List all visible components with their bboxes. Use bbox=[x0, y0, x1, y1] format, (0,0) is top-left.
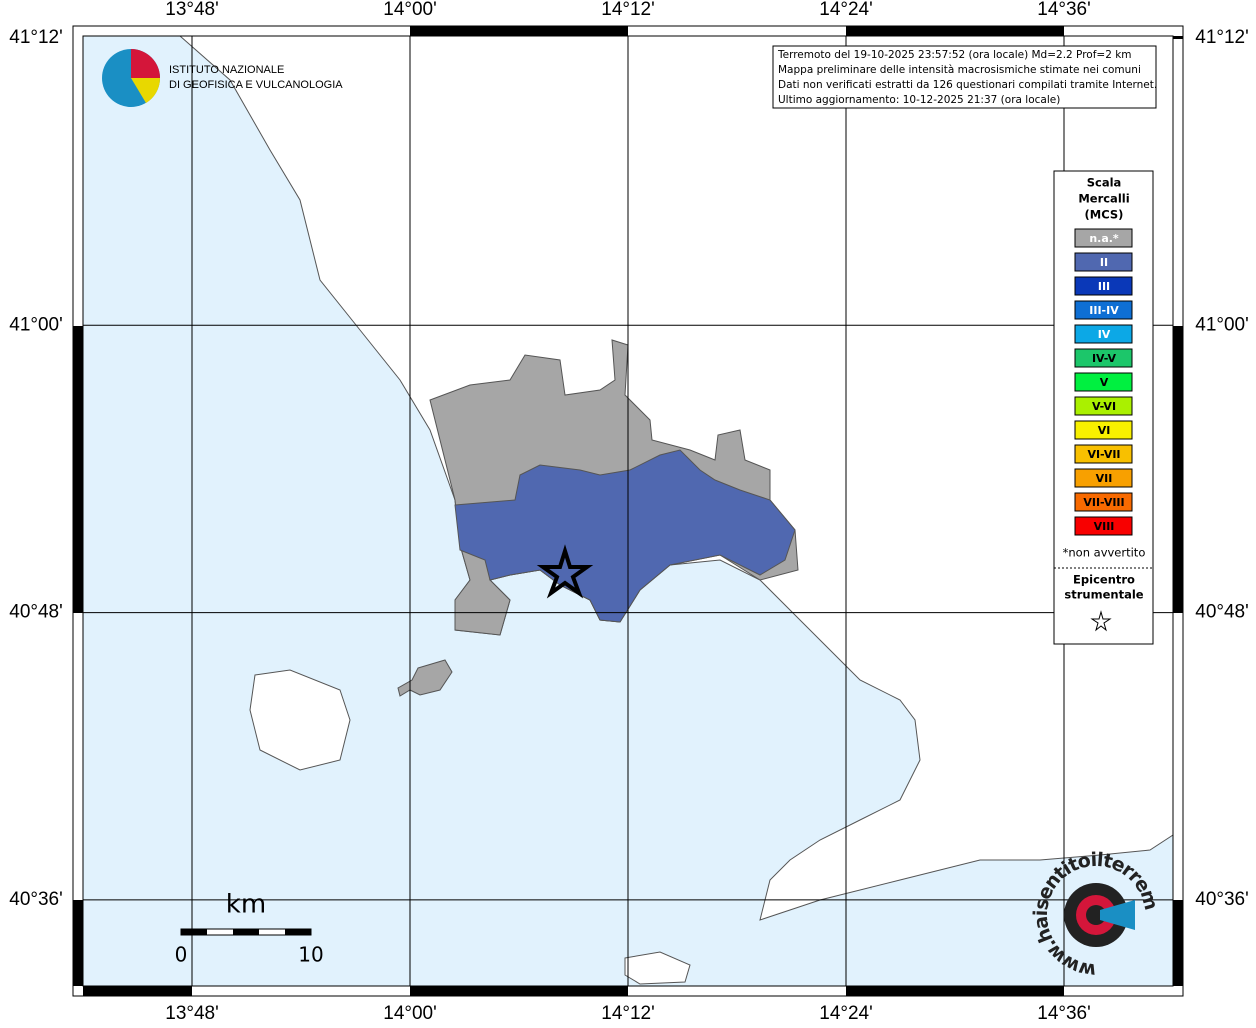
legend-label: IV bbox=[1098, 328, 1111, 341]
scale-unit: km bbox=[226, 890, 266, 920]
legend-swatch bbox=[1074, 300, 1133, 320]
epicenter-star bbox=[536, 544, 594, 599]
lon-label: 14°24' bbox=[819, 1003, 873, 1024]
legend-swatch bbox=[1074, 468, 1133, 488]
legend-swatch bbox=[1074, 228, 1133, 248]
legend-epicenter: Epicentro bbox=[1073, 573, 1135, 587]
legend-swatch bbox=[1074, 444, 1133, 464]
lat-label: 40°48' bbox=[9, 602, 63, 623]
info-line: Dati non verificati estratti da 126 ques… bbox=[778, 79, 1157, 91]
lon-label: 14°12' bbox=[601, 0, 655, 20]
lat-label: 40°36' bbox=[9, 889, 63, 910]
lat-label: 40°48' bbox=[1195, 602, 1249, 623]
legend-label: VII-VIII bbox=[1083, 496, 1124, 509]
legend-label: III bbox=[1098, 280, 1110, 293]
legend-swatch bbox=[1074, 420, 1133, 440]
legend-label: VII bbox=[1096, 472, 1113, 485]
frame bbox=[72, 25, 1184, 997]
legend-label: V bbox=[1100, 376, 1109, 389]
lon-label: 14°12' bbox=[601, 1003, 655, 1024]
info-line: Ultimo aggiornamento: 10-12-2025 21:37 (… bbox=[778, 94, 1060, 106]
lat-label: 41°00' bbox=[9, 314, 63, 335]
lat-label: 41°12' bbox=[9, 27, 63, 48]
scale-bar: km 0 10 bbox=[175, 890, 324, 967]
info-line: Mappa preliminare delle intensità macros… bbox=[778, 64, 1141, 76]
lon-label: 14°00' bbox=[383, 0, 437, 20]
lon-label: 14°36' bbox=[1037, 1003, 1091, 1024]
lon-label: 14°36' bbox=[1037, 0, 1091, 20]
logo-line: DI GEOFISICA E VULCANOLOGIA bbox=[169, 79, 343, 91]
legend-title: Scala bbox=[1087, 176, 1122, 190]
legend-title: Mercalli bbox=[1078, 192, 1129, 206]
logo-line: ISTITUTO NAZIONALE bbox=[169, 64, 284, 76]
info-text: Terremoto del 19-10-2025 23:57:52 (ora l… bbox=[777, 49, 1157, 106]
legend-swatch bbox=[1074, 324, 1133, 344]
legend-title: (MCS) bbox=[1085, 208, 1124, 222]
legend-label: V-VI bbox=[1092, 400, 1116, 413]
lat-label: 41°00' bbox=[1195, 314, 1249, 335]
legend-swatch bbox=[1074, 516, 1133, 536]
land bbox=[178, 35, 1174, 985]
graticule bbox=[83, 36, 1173, 986]
legend: ScalaMercalli(MCS)n.a.*IIIIIIII-IVIVIV-V… bbox=[1063, 176, 1146, 602]
lat-label: 41°12' bbox=[1195, 27, 1249, 48]
lon-label: 13°48' bbox=[165, 1003, 219, 1024]
coordinate-labels: 13°48' 13°48' 14°00' 14°00' 14°12' 14°12' 14°2… bbox=[9, 0, 1249, 1024]
legend-label: II bbox=[1100, 256, 1108, 269]
legend-swatch bbox=[1074, 348, 1133, 368]
legend-swatch bbox=[1074, 252, 1133, 272]
legend-label: VI-VII bbox=[1087, 448, 1120, 461]
info-box bbox=[772, 45, 1157, 109]
ingv-logo: ISTITUTO NAZIONALE DI GEOFISICA E VULCAN… bbox=[102, 49, 343, 107]
lon-label: 14°24' bbox=[819, 0, 873, 20]
scale-label: 0 bbox=[175, 943, 188, 967]
legend-swatch bbox=[1074, 492, 1133, 512]
legend-label: III-IV bbox=[1089, 304, 1119, 317]
legend-label: IV-V bbox=[1092, 352, 1117, 365]
legend-label: n.a.* bbox=[1089, 232, 1119, 245]
lat-label: 40°36' bbox=[1195, 889, 1249, 910]
legend-star bbox=[1090, 610, 1112, 632]
legend-label: VIII bbox=[1094, 520, 1115, 533]
legend-label: VI bbox=[1098, 424, 1111, 437]
legend-note: *non avvertito bbox=[1063, 546, 1146, 560]
scale-label: 10 bbox=[298, 943, 323, 967]
legend-swatch bbox=[1074, 276, 1133, 296]
legend-epicenter: strumentale bbox=[1064, 588, 1143, 602]
lon-label: 14°00' bbox=[383, 1003, 437, 1024]
legend-swatch bbox=[1074, 372, 1133, 392]
legend-swatch bbox=[1074, 396, 1133, 416]
lon-label: 13°48' bbox=[165, 0, 219, 20]
info-line: Terremoto del 19-10-2025 23:57:52 (ora l… bbox=[777, 49, 1132, 61]
